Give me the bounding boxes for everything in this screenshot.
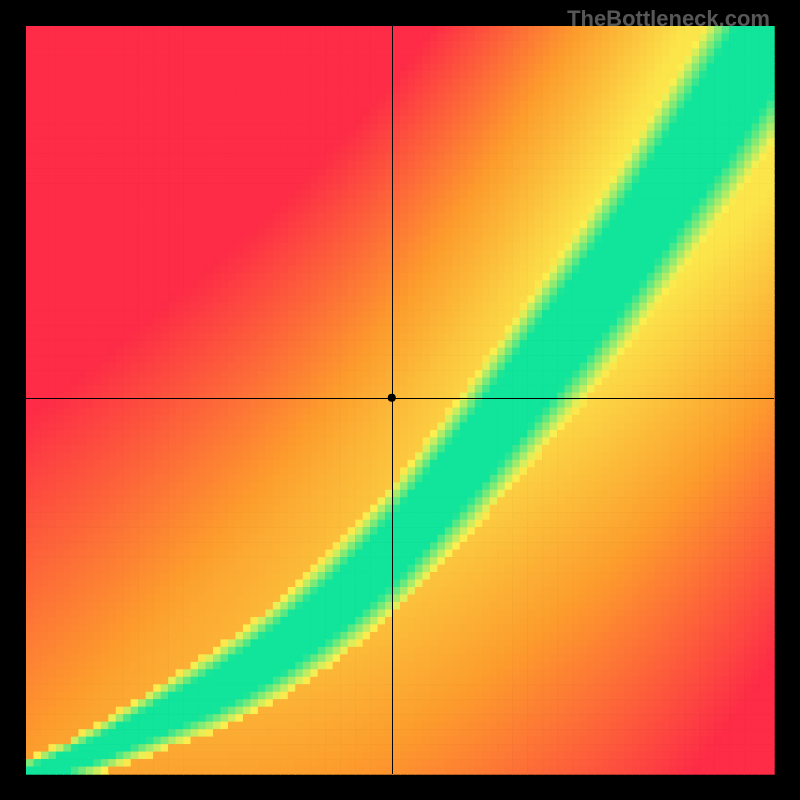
watermark-text: TheBottleneck.com (567, 6, 770, 32)
crosshair-overlay (0, 0, 800, 800)
chart-container: { "watermark": { "text": "TheBottleneck.… (0, 0, 800, 800)
